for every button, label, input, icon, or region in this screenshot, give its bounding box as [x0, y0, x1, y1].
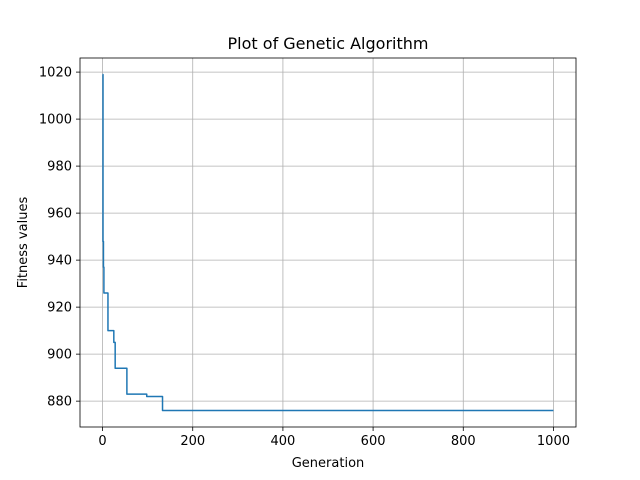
y-tick-label: 980 [47, 160, 72, 175]
series-group [102, 73, 554, 412]
x-tick-label: 800 [451, 434, 476, 449]
y-tick-label: 1000 [39, 113, 72, 128]
x-tick-label: 1000 [537, 434, 570, 449]
y-tick-label: 900 [47, 348, 72, 363]
x-tick-label: 400 [270, 434, 295, 449]
y-axis-ticks: 880 900 920 940 960 980 1000 1020 [39, 66, 80, 410]
y-tick-label: 880 [47, 395, 72, 410]
y-tick-label: 940 [47, 254, 72, 269]
plot-frame [79, 57, 577, 428]
x-tick-label: 0 [98, 434, 106, 449]
x-tick-label: 600 [361, 434, 386, 449]
series-line [102, 73, 554, 412]
y-tick-label: 960 [47, 207, 72, 222]
y-tick-label: 1020 [39, 66, 72, 81]
chart-title: Plot of Genetic Algorithm [228, 34, 429, 53]
x-tick-label: 200 [180, 434, 205, 449]
y-axis-label: Fitness values [16, 197, 31, 289]
grid-lines [80, 58, 576, 427]
y-tick-label: 920 [47, 301, 72, 316]
x-axis-ticks: 0 200 400 600 800 1000 [98, 427, 570, 449]
x-axis-label: Generation [292, 456, 365, 471]
